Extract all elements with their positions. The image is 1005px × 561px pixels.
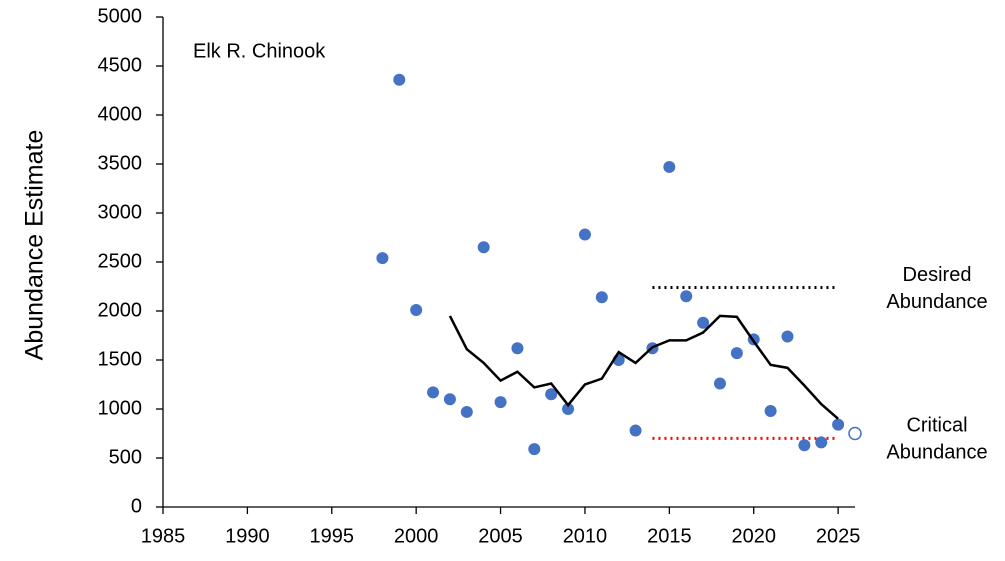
x-tick-label: 2005 [478, 525, 523, 547]
point [511, 342, 524, 355]
x-tick-label: 2020 [731, 525, 776, 547]
x-tick-label: 2025 [816, 525, 861, 547]
y-tick-label: 0 [131, 495, 142, 517]
point [680, 290, 693, 303]
point [764, 404, 777, 417]
point [393, 73, 406, 86]
y-tick-label: 3500 [98, 152, 143, 174]
point [578, 228, 591, 241]
x-tick-label: 2010 [563, 525, 608, 547]
point [629, 424, 642, 437]
y-tick-label: 1000 [98, 397, 143, 419]
point [562, 403, 575, 415]
y-axis-title: Abundance Estimate [21, 130, 49, 361]
point [545, 388, 558, 401]
point [781, 330, 794, 343]
y-tick-label: 5000 [98, 5, 143, 27]
point [713, 377, 726, 390]
y-tick-label: 4000 [98, 103, 143, 125]
reference-label: Abundance [886, 442, 987, 464]
point [697, 316, 710, 329]
point [848, 426, 862, 441]
point [494, 396, 507, 409]
point [832, 418, 845, 431]
point [528, 443, 541, 456]
point [477, 241, 490, 254]
x-tick-label: 1990 [225, 525, 270, 547]
x-tick-label: 1985 [141, 525, 186, 547]
y-tick-label: 2500 [98, 250, 143, 272]
point [427, 386, 440, 399]
x-tick-label: 2015 [647, 525, 692, 547]
reference-label: Critical [906, 415, 967, 437]
point [595, 291, 608, 304]
y-tick-label: 500 [109, 446, 142, 468]
reference-label: Abundance [886, 291, 987, 313]
point [730, 347, 743, 360]
point [815, 436, 828, 449]
point [663, 160, 676, 173]
y-tick-label: 4500 [98, 54, 143, 76]
point [443, 393, 456, 406]
chart-title: Elk R. Chinook [193, 40, 326, 62]
point [460, 405, 473, 418]
y-tick-label: 3000 [98, 201, 143, 223]
x-tick-label: 2000 [394, 525, 439, 547]
trend-line [448, 314, 839, 420]
x-tick-label: 1995 [310, 525, 355, 547]
y-tick-label: 1500 [98, 348, 143, 370]
y-tick-label: 2000 [98, 299, 143, 321]
point [798, 439, 811, 452]
point [376, 252, 389, 265]
point [410, 304, 423, 317]
reference-label: Desired [903, 264, 972, 286]
